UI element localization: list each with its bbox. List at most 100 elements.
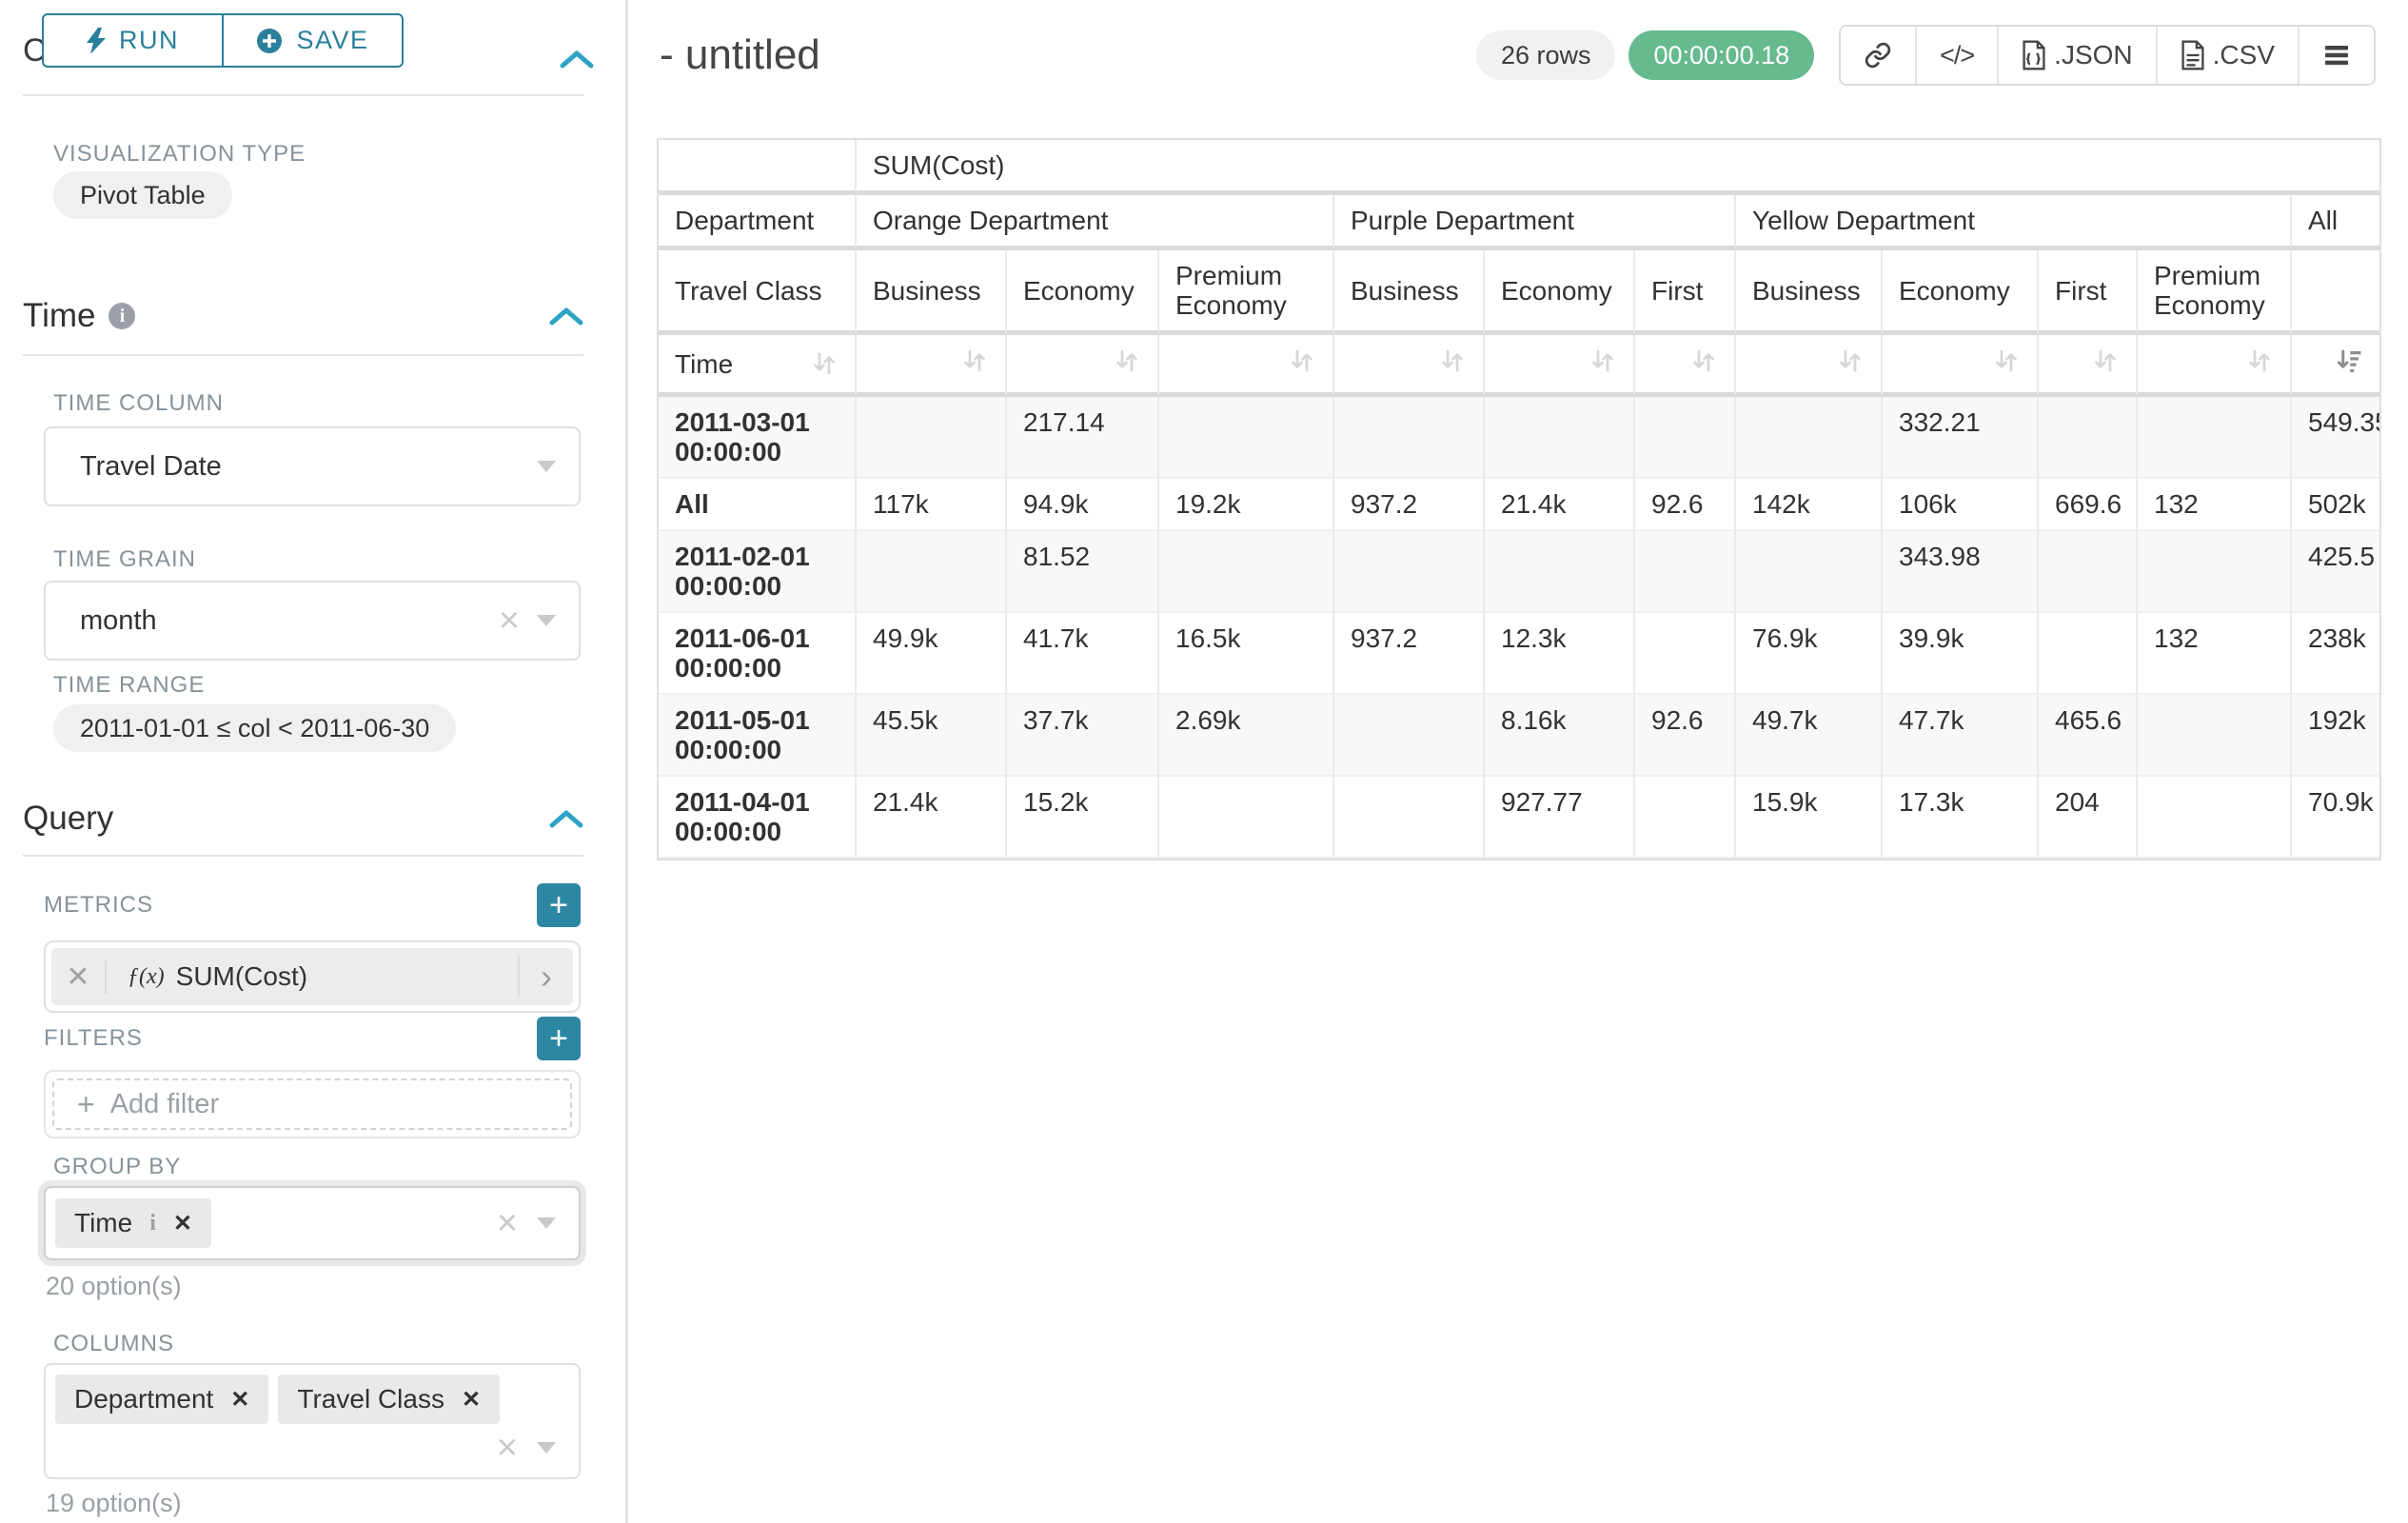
chevron-up-icon[interactable] <box>560 49 594 69</box>
chart-title[interactable]: - untitled <box>660 31 820 78</box>
pivot-cell <box>1635 777 1736 859</box>
pivot-row: 2011-06-01 00:00:00 49.9k 41.7k 16.5k 937.2 1… <box>659 613 2380 695</box>
pivot-cell: 12.3k <box>1485 613 1635 695</box>
pivot-sort-header[interactable] <box>1334 335 1485 397</box>
remove-tag-icon[interactable]: ✕ <box>172 1210 192 1236</box>
pivot-cell: 927.77 <box>1485 777 1635 859</box>
clear-icon[interactable]: × <box>496 1203 518 1243</box>
pivot-cell <box>1635 613 1736 695</box>
pivot-row: 2011-02-01 00:00:00 81.52 343.98 425.5 <box>659 531 2380 613</box>
pivot-cell: 465.6 <box>2039 695 2138 777</box>
columns-tag-label: Department <box>74 1384 214 1414</box>
sort-both-icon <box>1996 349 2017 372</box>
save-button[interactable]: SAVE <box>223 13 404 68</box>
file-csv-icon <box>2181 40 2204 70</box>
menu-button[interactable] <box>2298 27 2374 84</box>
pivot-cell <box>2039 397 2138 479</box>
pivot-cell: 37.7k <box>1007 695 1159 777</box>
visualization-type-label: VISUALIZATION TYPE <box>53 141 306 167</box>
pivot-column-header: Business <box>1736 250 1883 335</box>
chart-panel: - untitled 26 rows 00:00:00.18 </> .JSON <box>631 0 2408 1523</box>
function-icon: ƒ(x) <box>128 963 165 989</box>
pivot-cell: 45.5k <box>857 695 1007 777</box>
visualization-type-pill[interactable]: Pivot Table <box>53 171 232 219</box>
pivot-cell: 21.4k <box>857 777 1007 859</box>
remove-tag-icon[interactable]: ✕ <box>461 1386 482 1413</box>
pivot-column-header: Economy <box>1485 250 1635 335</box>
filters-control: + Add filter <box>44 1070 581 1138</box>
sort-both-icon <box>1840 349 1861 372</box>
export-csv-button[interactable]: .CSV <box>2155 27 2298 84</box>
control-panel: Chart Type RUN SAVE VISUALIZATION TYPE P… <box>0 0 628 1523</box>
chevron-up-icon[interactable] <box>549 306 583 326</box>
pivot-sort-header[interactable] <box>1883 335 2039 397</box>
columns-tag[interactable]: Travel Class ✕ <box>278 1375 501 1424</box>
pivot-sort-header[interactable] <box>1736 335 1883 397</box>
pivot-cell: 70.9k <box>2292 777 2380 859</box>
pivot-sort-header-time[interactable]: Time <box>659 335 857 397</box>
columns-select[interactable]: Department ✕ Travel Class ✕ × <box>44 1363 581 1479</box>
pivot-cell <box>1635 531 1736 613</box>
metric-pill[interactable]: ✕ ƒ(x) SUM(Cost) › <box>51 948 573 1005</box>
sort-both-icon <box>1116 349 1137 372</box>
pivot-cell <box>2138 531 2292 613</box>
time-grain-select[interactable]: month × <box>44 581 581 661</box>
pivot-cell: 425.5 <box>2292 531 2380 613</box>
chevron-up-icon[interactable] <box>549 808 583 829</box>
remove-tag-icon[interactable]: ✕ <box>230 1386 250 1413</box>
export-json-button[interactable]: .JSON <box>1997 27 2156 84</box>
filters-label: FILTERS <box>44 1025 143 1051</box>
columns-tag[interactable]: Department ✕ <box>55 1375 269 1424</box>
time-range-pill[interactable]: 2011-01-01 ≤ col < 2011-06-30 <box>53 704 457 752</box>
pivot-cell <box>1159 397 1334 479</box>
pivot-sort-header[interactable] <box>857 335 1007 397</box>
pivot-row-label: 2011-05-01 00:00:00 <box>659 695 857 777</box>
add-metric-button[interactable]: + <box>537 883 581 927</box>
pivot-column-group-header: Purple Department <box>1334 195 1736 250</box>
divider <box>23 354 583 356</box>
clear-icon[interactable]: × <box>496 1428 518 1468</box>
pivot-sort-header[interactable] <box>1007 335 1159 397</box>
query-section-header[interactable]: Query <box>23 800 583 838</box>
run-button[interactable]: RUN <box>42 13 223 68</box>
file-json-icon <box>2023 40 2045 70</box>
pivot-cell: 21.4k <box>1485 479 1635 531</box>
pivot-dimension-label: Travel Class <box>659 250 857 335</box>
pivot-sort-header[interactable] <box>1485 335 1635 397</box>
group-by-select[interactable]: Time i ✕ × <box>44 1186 581 1260</box>
pivot-cell: 39.9k <box>1883 613 2039 695</box>
add-filter-dropzone[interactable]: + Add filter <box>52 1078 572 1130</box>
pivot-sort-header[interactable] <box>1159 335 1334 397</box>
group-by-tag-label: Time <box>74 1208 133 1237</box>
pivot-row: 2011-03-01 00:00:00 217.14 332.21 549.35 <box>659 397 2380 479</box>
pivot-sort-header-active[interactable] <box>2292 335 2380 397</box>
pivot-dimension-label: Department <box>659 195 857 250</box>
pivot-cell <box>1159 777 1334 859</box>
clear-icon[interactable]: × <box>498 601 520 641</box>
chevron-right-icon[interactable]: › <box>518 957 573 997</box>
filters-header-row: FILTERS + <box>44 1017 581 1060</box>
code-icon: </> <box>1940 40 1975 69</box>
pivot-cell: 132 <box>2138 479 2292 531</box>
add-filter-button[interactable]: + <box>537 1017 581 1060</box>
plus-circle-icon <box>257 28 283 53</box>
pivot-cell: 94.9k <box>1007 479 1159 531</box>
pivot-sort-header[interactable] <box>2138 335 2292 397</box>
pivot-cell: 343.98 <box>1883 531 2039 613</box>
pivot-sort-header[interactable] <box>1635 335 1736 397</box>
pivot-cell <box>1334 531 1485 613</box>
pivot-sort-header[interactable] <box>2039 335 2138 397</box>
share-link-button[interactable] <box>1841 27 1916 84</box>
pivot-column-header: Business <box>857 250 1007 335</box>
remove-metric-icon[interactable]: ✕ <box>51 959 107 994</box>
pivot-cell: 92.6 <box>1635 695 1736 777</box>
group-by-tag[interactable]: Time i ✕ <box>55 1198 211 1248</box>
pivot-row-label: 2011-02-01 00:00:00 <box>659 531 857 613</box>
time-section-header[interactable]: Time i <box>23 297 583 335</box>
columns-options-hint: 19 option(s) <box>46 1489 182 1517</box>
pivot-cell: 669.6 <box>2039 479 2138 531</box>
info-icon: i <box>149 1210 156 1236</box>
pivot-cell: 192k <box>2292 695 2380 777</box>
time-column-select[interactable]: Travel Date <box>44 426 581 506</box>
embed-code-button[interactable]: </> <box>1915 27 1998 84</box>
